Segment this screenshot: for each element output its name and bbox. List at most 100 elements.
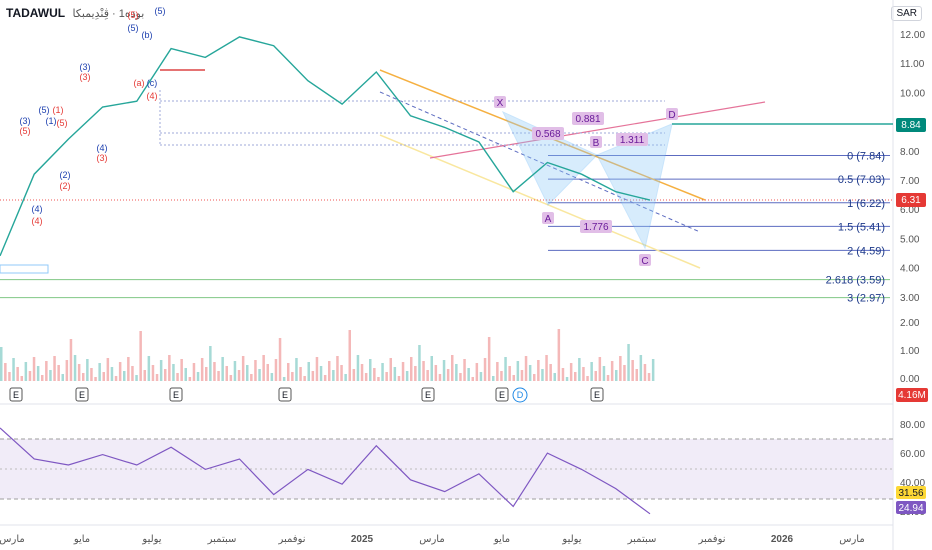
event-marker[interactable]: E [421,387,435,402]
volume-bar [516,361,520,381]
wave-label: (5) [128,10,139,20]
volume-bar [262,355,265,381]
volume-bar [303,376,306,381]
volume-bar [196,372,200,381]
harmonic-point-bg [494,96,506,108]
volume-bar [192,363,196,381]
volume-bar [430,356,433,381]
volume-bar [582,367,585,381]
volume-bar [623,365,626,381]
volume-bar [549,364,552,381]
time-tick: 2025 [351,534,374,545]
volume-bar [619,356,622,381]
volume-bar [627,344,630,381]
volume-bar [106,358,110,381]
volume-bar [266,364,269,381]
volume-bar [315,357,319,381]
volume-bar [90,368,93,381]
volume-bar [639,355,643,381]
volume-bar [524,356,528,381]
event-marker[interactable]: E [495,387,509,402]
volume-bar [12,358,15,381]
fib-label: 3 (2.97) [847,293,885,305]
harmonic-ratio: 1.311 [620,135,645,146]
volume-bar [508,366,511,381]
volume-bar [233,361,237,381]
target-badge-text: 8.84 [901,120,921,131]
volume-axis: 2.00 1.00 0.00 [900,318,920,385]
wave-label: (3) [97,153,108,163]
event-marker[interactable]: E [590,387,604,402]
fib-label: 1 (6.22) [847,198,885,210]
time-tick: يوليو [561,534,581,545]
trend-line-pink [429,101,766,159]
volume-bar [118,362,122,381]
volume-bar [500,371,503,381]
volume-bar [451,355,454,381]
volume-bar [205,367,208,381]
currency-button[interactable]: SAR [891,6,922,21]
volume-bar [110,367,114,381]
volume-bar [377,377,380,381]
volume-bar [393,367,397,381]
event-marker[interactable]: E [9,387,23,402]
volume-bar [139,331,142,381]
volume-bar [442,360,446,381]
time-tick: نوفمبر [697,534,725,545]
volume-bar [295,358,298,381]
event-marker[interactable]: E [75,387,89,402]
time-tick: نوفمبر [277,534,305,545]
wave-label: (4) [32,216,43,226]
volume-bar [496,362,499,381]
harmonic-point: A [545,214,552,225]
volume-bar [155,374,159,381]
event-marker-box [278,387,292,402]
volume-bar [188,377,192,381]
fib-label: 1.5 (5.41) [838,221,885,233]
volume-bar [287,363,290,381]
volume-bar [385,372,388,381]
price-tick: 6.00 [900,205,920,216]
volume-bar [41,375,44,381]
event-marker[interactable]: E [169,387,183,402]
volume-bar [545,355,548,381]
harmonic-point: B [593,138,600,149]
volume-bar [528,365,532,381]
volume-bar [405,371,409,381]
volume-bar [77,364,81,381]
event-marker[interactable]: E [278,387,292,402]
time-tick: مارس [839,534,864,545]
volume-bar [561,368,565,381]
volume-bar [274,359,278,381]
volume-bar [0,347,3,381]
price-tick: 11.00 [900,59,925,70]
wave-labels: (5)(5)(b)(a) (c)(4)(3)(3)(5) (1)(1) (5)(2)(… [20,6,166,226]
harmonic-point: C [641,256,648,267]
volume-bar [237,370,241,381]
price-tick: 10.00 [900,88,925,99]
volume-bar [311,371,315,381]
volume-bar [356,355,360,381]
volume-bar [397,376,401,381]
volume-bar [475,363,479,381]
event-marker[interactable]: D [512,387,528,403]
volume-bar [123,371,126,381]
fib-levels [0,154,890,299]
volume-bar [426,370,429,381]
volume-bar [336,356,339,381]
volume-bar [537,360,540,381]
volume-bar [541,369,544,381]
volume-bar [504,357,507,381]
volume-bar [332,370,335,381]
volume-bar [135,375,138,381]
volume-bar [373,368,376,381]
volume-bar [565,377,569,381]
event-marker-box [495,387,509,402]
wave-label: (a) [134,78,145,88]
volume-bar [225,366,228,381]
volume-bar [553,373,556,381]
volume-bar [471,377,474,381]
volume-tick: 1.00 [900,346,920,357]
